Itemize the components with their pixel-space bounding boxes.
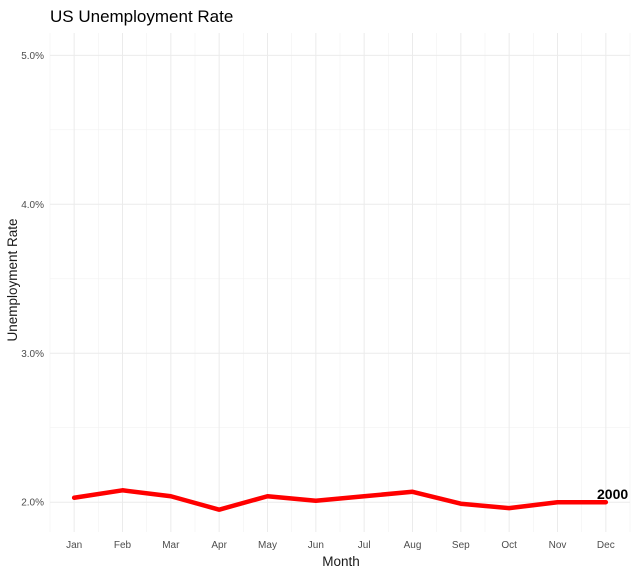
x-tick-label: Aug [404,540,422,551]
x-tick-label: Jul [358,540,371,551]
x-axis-title: Month [322,554,360,569]
series-layer [71,488,609,512]
x-tick-label: Nov [549,540,567,551]
x-tick-label: Sep [452,540,470,551]
y-axis-title: Unemployment Rate [5,218,20,341]
y-tick-label: 5.0% [21,51,44,62]
x-tick-label: Dec [597,540,615,551]
x-axis-ticks: Jan Feb Mar Apr May Jun Jul Aug Sep Oct Nov Dec [66,540,615,551]
chart-title: US Unemployment Rate [50,7,233,26]
x-tick-label: Jun [308,540,324,551]
y-tick-label: 3.0% [21,349,44,360]
x-tick-label: Jan [66,540,82,551]
y-tick-label: 2.0% [21,498,44,509]
series-line [71,488,609,512]
y-tick-label: 4.0% [21,200,44,211]
x-tick-label: Mar [162,540,180,551]
grid [49,33,631,532]
x-tick-label: Oct [501,540,517,551]
x-tick-label: May [258,540,277,551]
series-end-label: 2000 [597,486,628,502]
x-tick-label: Feb [114,540,132,551]
x-tick-label: Apr [211,540,227,551]
y-axis-ticks: 2.0% 3.0% 4.0% 5.0% [21,51,44,509]
